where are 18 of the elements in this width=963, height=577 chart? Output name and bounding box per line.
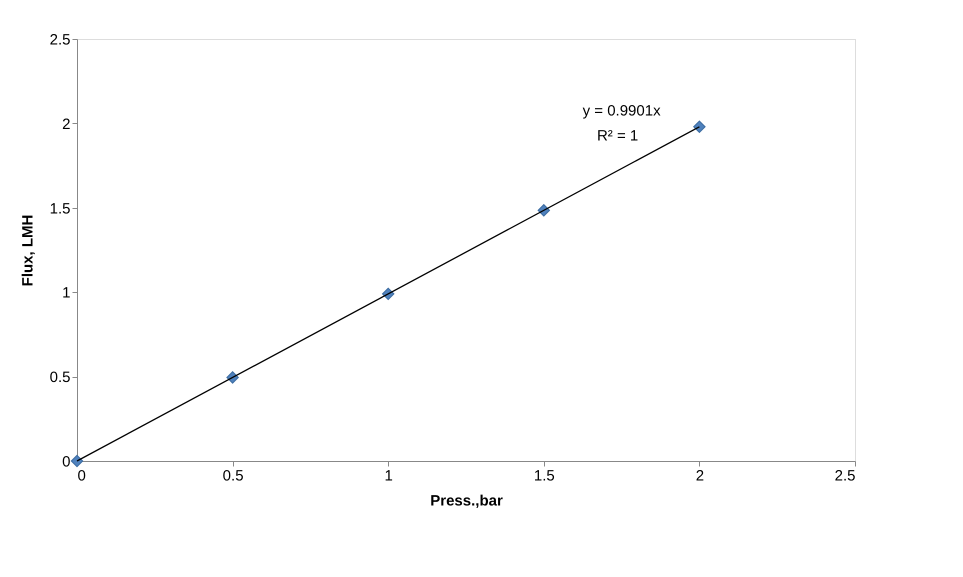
- x-tick-label: 1.5: [534, 468, 555, 484]
- x-tick-label: 0.5: [222, 468, 244, 484]
- x-tick-label: 2.5: [834, 468, 856, 484]
- y-tick-label: 2: [62, 116, 70, 133]
- y-tick-label: 1.5: [50, 200, 70, 218]
- x-tick-label: 0: [78, 468, 86, 484]
- y-tick-label: 1: [62, 284, 70, 302]
- annotation: R² = 1: [596, 128, 638, 145]
- y-axis-title: Flux, LMH: [20, 214, 37, 286]
- point: [70, 454, 84, 468]
- y-tick-label: 0.5: [50, 369, 70, 386]
- y-tick-label: 2.5: [50, 32, 70, 48]
- x-axis-title: Press.,bar: [430, 492, 503, 510]
- point: [693, 120, 706, 133]
- annotation: y = 0.9901x: [582, 102, 662, 120]
- x-tick-label: 1: [384, 468, 393, 484]
- x-tick-label: 2: [696, 468, 704, 484]
- y-tick-label: 0: [62, 454, 70, 470]
